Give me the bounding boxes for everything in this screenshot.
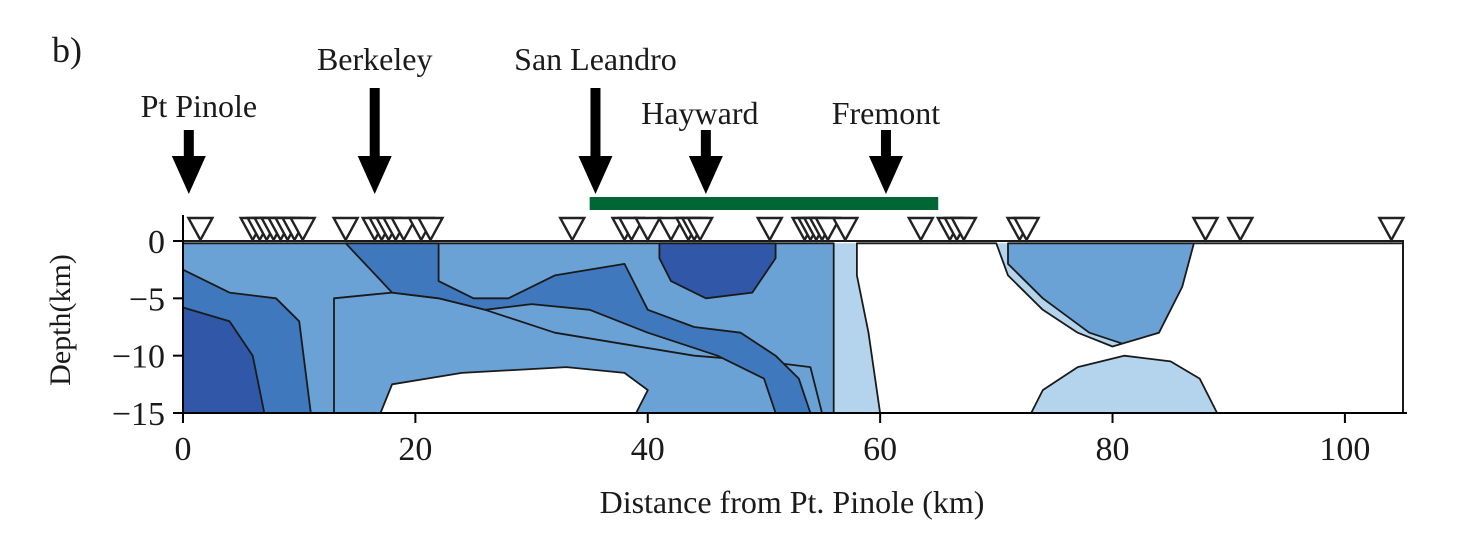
station-marker (633, 216, 662, 243)
station-marker (949, 216, 978, 243)
station-marker (906, 216, 935, 243)
station-marker (686, 216, 715, 243)
station-marker (755, 216, 784, 243)
x-axis-label: Distance from Pt. Pinole (km) (600, 484, 985, 520)
arrow-berkeley: Berkeley (317, 41, 433, 194)
station-marker (1226, 216, 1255, 243)
place-label: Fremont (832, 95, 941, 131)
place-label: Pt Pinole (141, 88, 257, 124)
arrow-hayward: Hayward (641, 95, 758, 194)
contour-level-4-region (658, 242, 777, 300)
station-marker (1377, 216, 1406, 243)
y-tick-label: 0 (148, 224, 165, 261)
station-marker (416, 216, 445, 243)
station-marker (389, 216, 418, 243)
segment-bar (589, 197, 939, 210)
station-marker (813, 216, 842, 243)
location-arrows: Pt Pinole Berkeley San Leandro Hayward Fremo… (141, 41, 941, 194)
y-tick-label: −15 (112, 396, 165, 433)
y-tick-label: −5 (129, 281, 165, 318)
station-marker (1191, 216, 1220, 243)
station-marker (331, 216, 360, 243)
place-label: San Leandro (514, 41, 677, 77)
down-arrow-icon (171, 130, 206, 194)
arrow-san-leandro: San Leandro (514, 41, 677, 194)
station-marker (558, 216, 587, 243)
station-marker (1012, 216, 1041, 243)
x-tick-label: 80 (1096, 431, 1130, 468)
x-tick-label: 40 (631, 431, 665, 468)
x-tick-label: 20 (398, 431, 432, 468)
y-axis-label: Depth(km) (44, 254, 77, 386)
down-arrow-icon (688, 130, 723, 194)
blank-region-1 (379, 366, 649, 414)
panel-label: b) (52, 30, 82, 70)
station-marker (656, 216, 686, 243)
station-marker (288, 216, 317, 243)
down-arrow-icon (868, 130, 903, 194)
place-label: Berkeley (317, 41, 433, 77)
stations (186, 216, 1406, 243)
y-tick-label: −10 (112, 339, 165, 376)
contour-level-3-region (344, 242, 812, 414)
down-arrow-icon (357, 88, 392, 194)
station-marker (831, 216, 860, 243)
arrow-fremont: Fremont (832, 95, 941, 194)
x-tick-label: 100 (1319, 431, 1370, 468)
contour-fills (182, 242, 1404, 414)
down-arrow-icon (578, 88, 613, 194)
x-tick-label: 60 (863, 431, 897, 468)
x-tick-label: 0 (175, 431, 192, 468)
station-marker (186, 216, 215, 243)
axes: 0 20 40 60 80 100 0 −5 −10 −15 (112, 215, 1407, 468)
arrow-pt-pinole: Pt Pinole (141, 88, 257, 194)
place-label: Hayward (641, 95, 758, 131)
segment-bar-group (589, 197, 939, 210)
